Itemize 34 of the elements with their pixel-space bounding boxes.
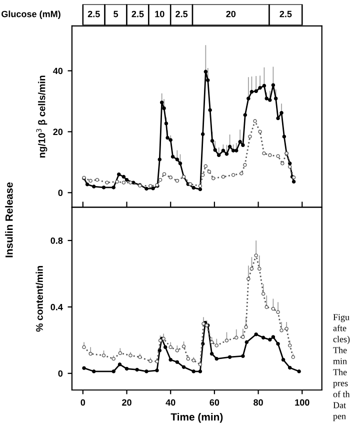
text: Figu <box>333 314 350 322</box>
text: min <box>333 358 347 364</box>
text: The <box>333 368 347 376</box>
text: cles) <box>333 336 350 344</box>
text: of th <box>333 390 350 398</box>
annotation: 2.5 <box>280 10 292 18</box>
text: afte <box>333 324 346 332</box>
text: pen <box>333 414 346 422</box>
annotation: 2.5 <box>132 10 144 18</box>
x-tick-label: 0 <box>80 399 86 406</box>
x-tick-label: 20 <box>122 399 132 406</box>
y-tick-label: 0 <box>58 190 63 196</box>
text: pres <box>333 382 348 388</box>
text: The <box>333 346 347 354</box>
annotation: 2.5 <box>88 10 100 18</box>
y-tick-label: 40 <box>53 68 63 74</box>
x-tick-label: 60 <box>210 399 220 406</box>
annotation: 20 <box>226 10 236 18</box>
x-tick-label: 40 <box>166 399 176 406</box>
text: Insulin Release <box>5 182 13 258</box>
y-tick-label: 0.4 <box>50 304 63 310</box>
y-axis-title: ng/10$^{3}$ β cells/min <box>36 76 48 158</box>
x-tick-label: 100 <box>295 399 310 406</box>
y-axis-title: Glucose (mM) <box>2 10 60 20</box>
annotation: 2.5 <box>176 10 188 18</box>
y-tick-label: 20 <box>53 128 63 136</box>
x-tick-label: 80 <box>254 399 263 406</box>
y-tick-label: 0 <box>58 370 63 377</box>
x-axis-title: Time (min) <box>170 412 223 423</box>
y-axis-title: % content/min <box>36 266 43 332</box>
y-tick-label: 0.8 <box>50 237 63 244</box>
annotation: 5 <box>114 10 118 18</box>
text: Dat <box>333 402 346 408</box>
annotation: 10 <box>155 10 164 18</box>
